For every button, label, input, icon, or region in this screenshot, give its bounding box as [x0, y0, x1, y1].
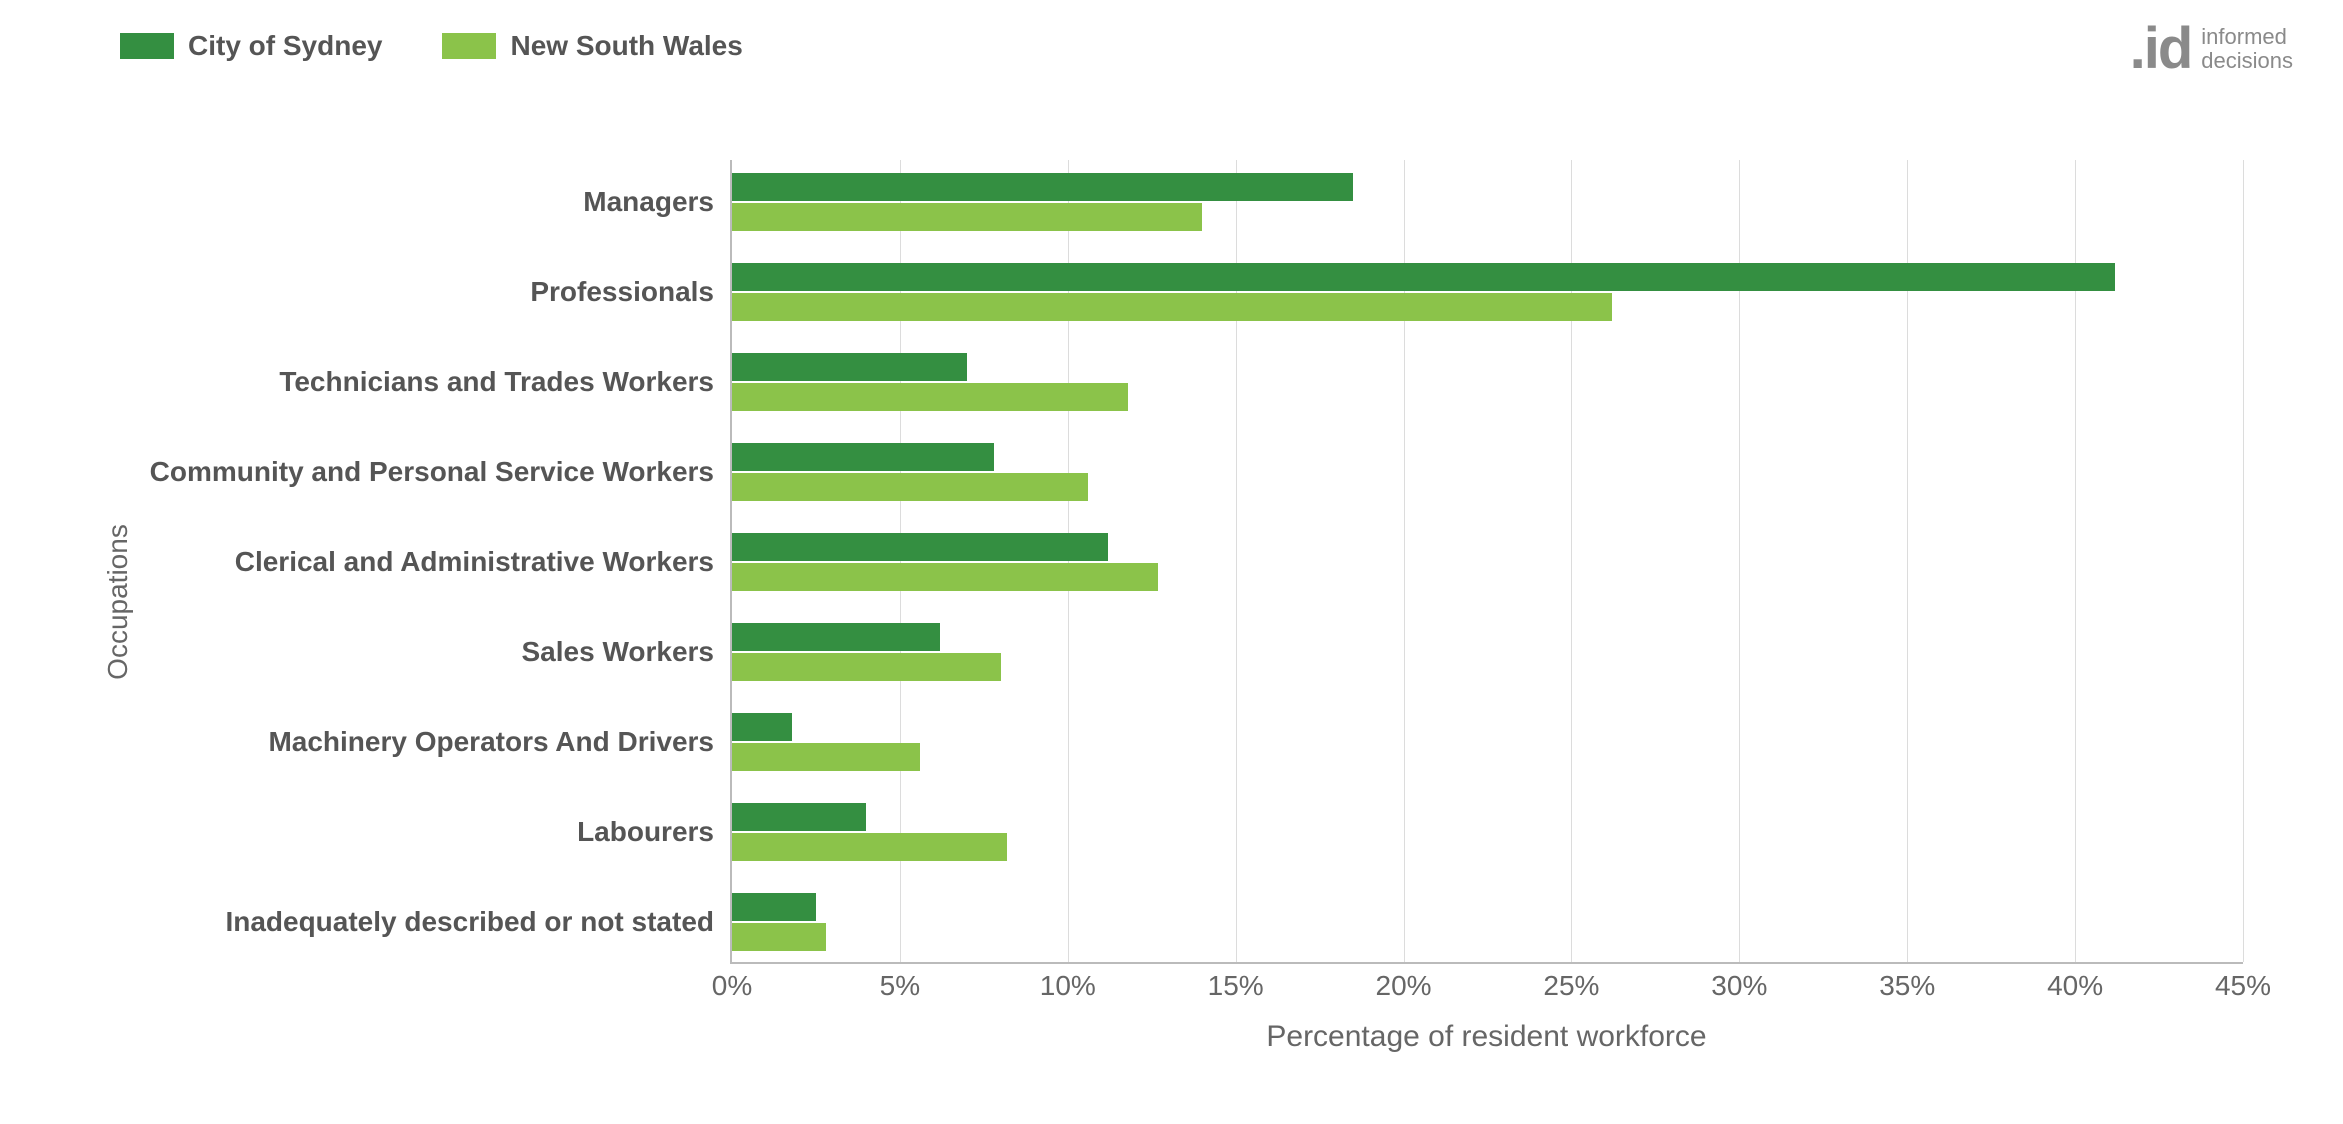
logo-line1: informed — [2201, 25, 2293, 49]
logo-text: informed decisions — [2201, 25, 2293, 73]
x-tick-label: 25% — [1543, 970, 1599, 1002]
x-axis-title: Percentage of resident workforce — [730, 1020, 2243, 1054]
category-group: Professionals — [732, 263, 2243, 321]
category-group: Community and Personal Service Workers — [732, 443, 2243, 501]
category-label: Clerical and Administrative Workers — [235, 546, 732, 578]
legend-label-2: New South Wales — [510, 30, 742, 62]
category-group: Technicians and Trades Workers — [732, 353, 2243, 411]
bar-series1 — [732, 803, 866, 831]
category-label: Professionals — [530, 276, 732, 308]
bar-series2 — [732, 743, 920, 771]
category-label: Machinery Operators And Drivers — [268, 726, 732, 758]
bar-series1 — [732, 353, 967, 381]
category-group: Sales Workers — [732, 623, 2243, 681]
category-label: Sales Workers — [522, 636, 733, 668]
bar-series2 — [732, 203, 1202, 231]
bar-series1 — [732, 533, 1108, 561]
category-group: Clerical and Administrative Workers — [732, 533, 2243, 591]
category-group: Managers — [732, 173, 2243, 231]
y-axis-title: Occupations — [102, 524, 134, 680]
category-label: Managers — [583, 186, 732, 218]
x-tick-label: 40% — [2047, 970, 2103, 1002]
plot-area: 0%5%10%15%20%25%30%35%40%45%ManagersProf… — [730, 160, 2243, 964]
x-tick-label: 5% — [880, 970, 920, 1002]
bar-series2 — [732, 383, 1128, 411]
chart-area: Occupations 0%5%10%15%20%25%30%35%40%45%… — [90, 160, 2283, 1044]
bar-series1 — [732, 623, 940, 651]
gridline — [2243, 160, 2244, 962]
brand-logo: .id informed decisions — [2130, 20, 2293, 78]
x-tick-label: 45% — [2215, 970, 2271, 1002]
bar-series2 — [732, 293, 1612, 321]
category-group: Labourers — [732, 803, 2243, 861]
bar-series1 — [732, 263, 2115, 291]
category-label: Inadequately described or not stated — [225, 906, 732, 938]
chart-legend: City of Sydney New South Wales — [120, 30, 743, 62]
legend-item-series1: City of Sydney — [120, 30, 382, 62]
legend-item-series2: New South Wales — [442, 30, 742, 62]
bar-series2 — [732, 563, 1158, 591]
bar-series1 — [732, 893, 816, 921]
legend-swatch-2 — [442, 33, 496, 59]
category-label: Community and Personal Service Workers — [150, 456, 732, 488]
x-tick-label: 15% — [1208, 970, 1264, 1002]
x-tick-label: 35% — [1879, 970, 1935, 1002]
legend-swatch-1 — [120, 33, 174, 59]
logo-line2: decisions — [2201, 49, 2293, 73]
bar-series1 — [732, 443, 994, 471]
category-label: Technicians and Trades Workers — [279, 366, 732, 398]
bar-series2 — [732, 923, 826, 951]
category-group: Machinery Operators And Drivers — [732, 713, 2243, 771]
legend-label-1: City of Sydney — [188, 30, 382, 62]
bar-series1 — [732, 173, 1353, 201]
category-group: Inadequately described or not stated — [732, 893, 2243, 951]
x-tick-label: 0% — [712, 970, 752, 1002]
bar-series2 — [732, 653, 1001, 681]
logo-mark: .id — [2130, 20, 2192, 78]
bar-series2 — [732, 473, 1088, 501]
category-label: Labourers — [577, 816, 732, 848]
x-tick-label: 30% — [1711, 970, 1767, 1002]
bar-series2 — [732, 833, 1007, 861]
x-tick-label: 20% — [1376, 970, 1432, 1002]
x-tick-label: 10% — [1040, 970, 1096, 1002]
bar-series1 — [732, 713, 792, 741]
